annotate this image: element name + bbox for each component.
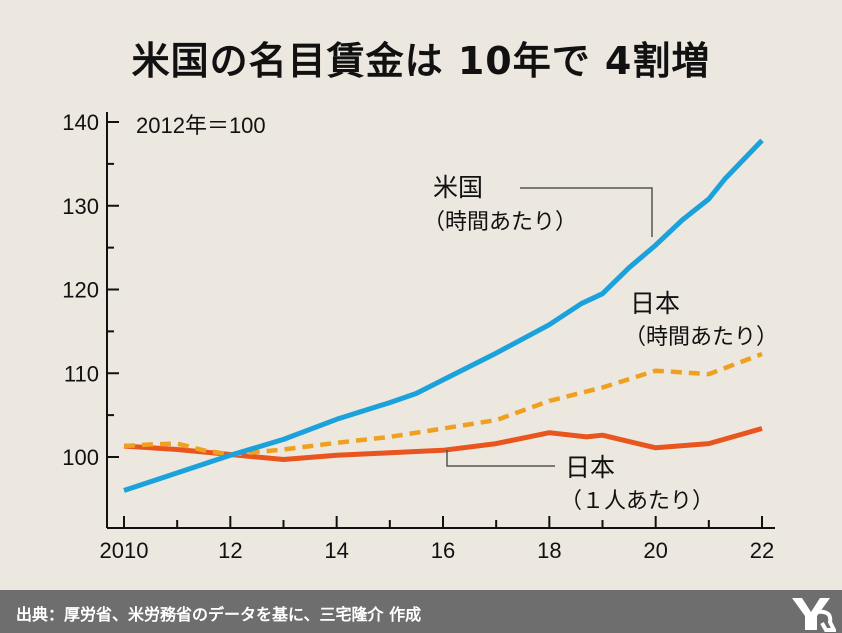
japan-hourly-series-name: 日本 (630, 289, 680, 318)
y-tick-label: 130 (62, 194, 99, 219)
line-chart: 100 110 120 130 140 2010 12 14 16 18 20 22 2012年＝100… (62, 110, 778, 563)
series-labels: 米国 （時間あたり） 日本 （時間あたり） 日本 （１人あたり） (423, 173, 778, 514)
y-tick-label: 120 (62, 278, 99, 303)
x-tick-label: 20 (643, 538, 667, 563)
japan-per-person-series-name: 日本 (565, 453, 615, 482)
us-series-sub: （時間あたり） (423, 210, 577, 235)
us-series-name: 米国 (433, 173, 483, 202)
x-tick-label: 22 (750, 538, 774, 563)
x-tick-label: 18 (537, 538, 561, 563)
x-tick-label: 12 (218, 538, 242, 563)
source-text: 出典：厚労省、米労務省のデータを基に、三宅隆介 作成 (16, 605, 422, 624)
base-year-note: 2012年＝100 (136, 113, 266, 138)
japan-per-person-series-sub: （１人あたり） (560, 489, 714, 514)
japan-hourly-line (123, 351, 763, 457)
publisher-logo-icon (792, 598, 836, 632)
y-tick-label: 100 (62, 445, 99, 470)
us-leader-line (520, 187, 653, 237)
y-tick-label: 140 (62, 110, 99, 135)
source-footer: 出典：厚労省、米労務省のデータを基に、三宅隆介 作成 (0, 590, 842, 633)
x-tick-label: 14 (324, 538, 348, 563)
y-tick-label: 110 (64, 361, 99, 386)
chart-title: 米国の名目賃金は 10年で 4割増 (131, 39, 711, 83)
x-tick-label: 2010 (100, 538, 149, 563)
axes: 100 110 120 130 140 2010 12 14 16 18 20 22 2012年＝100 (62, 110, 775, 563)
series-lines (123, 138, 764, 493)
japan-hourly-series-sub: （時間あたり） (624, 325, 778, 350)
japan-per-person-leader-line (446, 450, 555, 467)
us-hourly-line (123, 138, 764, 493)
x-tick-label: 16 (431, 538, 455, 563)
